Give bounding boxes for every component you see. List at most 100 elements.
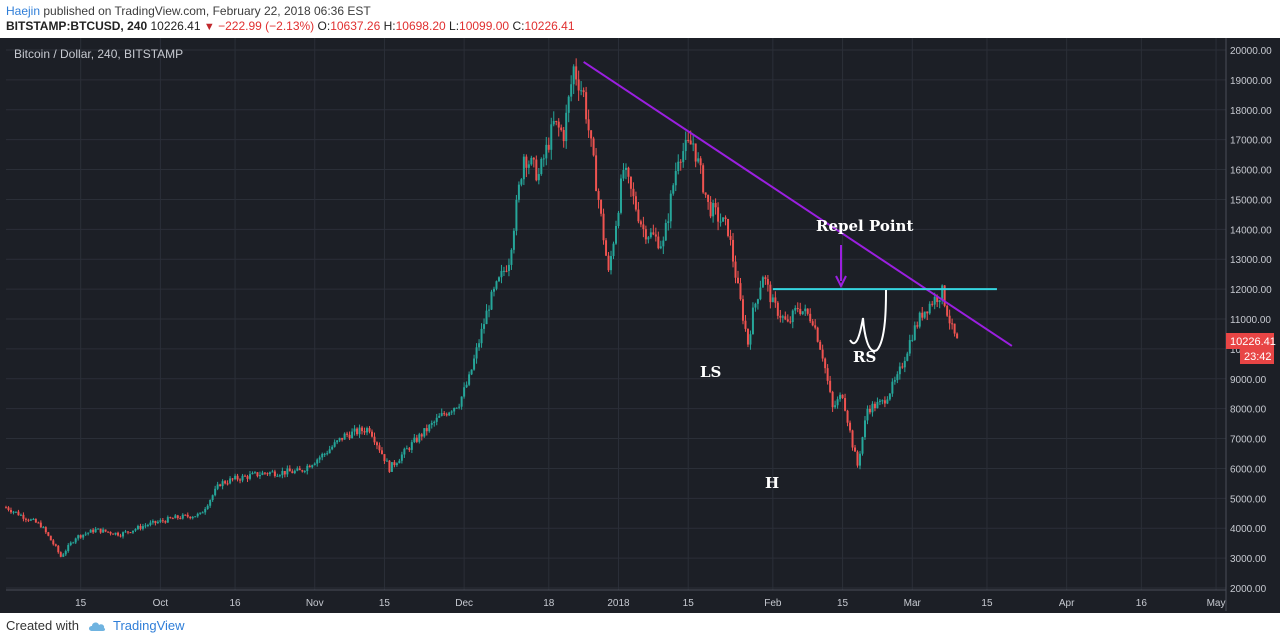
candle-body (605, 240, 608, 256)
candle-body (468, 374, 471, 385)
candle-body (283, 470, 286, 475)
candle-body (351, 431, 354, 439)
candle-body (555, 121, 558, 123)
candle-body (751, 307, 754, 335)
candle-body (906, 353, 909, 361)
time-tick-label: 2018 (607, 598, 630, 609)
candle-body (286, 468, 289, 475)
grid-lines (6, 38, 1226, 590)
candle-body (159, 520, 162, 522)
candle-body (854, 447, 857, 452)
candle-body (674, 170, 677, 186)
candle-body (841, 394, 844, 399)
candle-body (639, 221, 642, 225)
price-tick-label: 17000.00 (1230, 136, 1272, 147)
candle-body (273, 471, 276, 477)
candle-body (692, 143, 695, 145)
author-link[interactable]: Haejin (6, 4, 41, 18)
candle-body (771, 297, 774, 303)
candle-body (7, 507, 10, 511)
candle-body (933, 296, 936, 305)
candle-body (174, 515, 177, 519)
candle-body (251, 472, 254, 475)
candle-body (258, 474, 261, 477)
candle-body (380, 450, 383, 455)
candle-body (881, 400, 884, 402)
candle-body (363, 431, 366, 433)
candle-body (612, 243, 615, 257)
candle-body (662, 240, 665, 247)
candle-body (851, 430, 854, 448)
descending-trendline[interactable] (583, 61, 1013, 347)
candle-body (278, 475, 281, 477)
low-label: L: (449, 19, 460, 33)
candle-body (602, 213, 605, 241)
candle-body (627, 167, 630, 177)
candle-body (268, 472, 271, 475)
candle-body (181, 514, 184, 519)
candle-body (239, 479, 242, 481)
candle-body (448, 412, 451, 416)
candle-body (512, 230, 515, 250)
candle-body (530, 157, 533, 165)
down-arrow-icon: ▼ (203, 21, 215, 33)
candle-body (94, 528, 97, 533)
candle-body (749, 334, 752, 345)
candle-body (739, 283, 742, 300)
candle-body (17, 511, 20, 516)
candle-body (99, 528, 102, 533)
candle-body (82, 534, 85, 538)
time-tick-label: Nov (306, 598, 324, 609)
candle-body (707, 194, 710, 202)
candle-body (567, 96, 570, 113)
candle-body (117, 532, 120, 536)
candle-body (746, 328, 749, 345)
candle-body (14, 511, 17, 513)
candle-body (562, 130, 565, 142)
chart-title: Bitcoin / Dollar, 240, BITSTAMP (14, 47, 183, 61)
created-with-text: Created with (6, 618, 79, 633)
candle-body (139, 525, 142, 529)
time-tick-label: Mar (904, 598, 922, 609)
candle-body (214, 488, 217, 496)
candle-body (610, 256, 613, 271)
candle-body (169, 517, 172, 519)
candle-body (371, 431, 373, 437)
candle-body (617, 212, 620, 227)
candle-body (903, 360, 906, 368)
candle-body (246, 476, 249, 479)
candle-body (460, 396, 463, 407)
candle-body (943, 285, 946, 306)
candle-body (478, 343, 481, 348)
candle-body (542, 158, 545, 160)
candle-body (682, 151, 685, 163)
candle-body (199, 512, 202, 514)
tradingview-brand[interactable]: TradingView (112, 618, 185, 633)
candle-body (485, 310, 488, 325)
price-axis: 20000.00 19000.00 18000.00 17000.00 16000.00… (1230, 46, 1272, 595)
candle-body (577, 79, 580, 91)
price-tick-label: 16000.00 (1230, 166, 1272, 177)
high-label: H: (383, 19, 396, 33)
price-chart[interactable]: Bitcoin / Dollar, 240, BITSTAMP 20000.00… (0, 38, 1280, 613)
candle-body (271, 471, 274, 473)
candle-body (458, 406, 461, 408)
candle-body (883, 400, 886, 404)
candle-body (527, 164, 530, 168)
candle-body (229, 478, 232, 484)
candle-body (759, 287, 762, 300)
candle-body (385, 460, 388, 462)
candle-body (804, 308, 807, 312)
candle-body (941, 285, 944, 301)
candle-body (428, 424, 431, 432)
right-shoulder-sketch (849, 289, 887, 352)
candle-body (876, 401, 879, 409)
open-value: 10637.26 (330, 19, 381, 33)
candle-body (343, 433, 346, 440)
candle-body (465, 384, 468, 388)
candle-body (916, 325, 919, 327)
candle-body (597, 191, 600, 200)
candle-body (956, 333, 959, 339)
candle-body (435, 417, 438, 422)
candle-body (570, 84, 573, 97)
